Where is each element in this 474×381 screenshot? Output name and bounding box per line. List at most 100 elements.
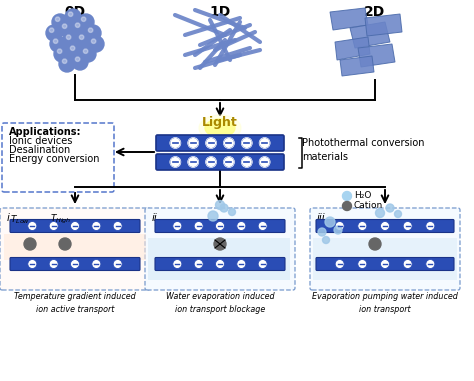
Text: Energy conversion: Energy conversion: [9, 154, 100, 164]
Circle shape: [113, 259, 122, 269]
Circle shape: [173, 221, 182, 231]
Circle shape: [170, 157, 181, 168]
Circle shape: [63, 24, 67, 29]
Circle shape: [381, 221, 390, 231]
Circle shape: [57, 49, 62, 53]
Circle shape: [54, 39, 58, 43]
Circle shape: [67, 43, 83, 59]
FancyBboxPatch shape: [10, 219, 140, 232]
Circle shape: [358, 221, 367, 231]
FancyBboxPatch shape: [156, 154, 284, 170]
Circle shape: [88, 28, 93, 32]
Circle shape: [71, 259, 80, 269]
Circle shape: [241, 138, 252, 149]
Ellipse shape: [205, 119, 235, 137]
Circle shape: [59, 56, 75, 72]
Circle shape: [52, 14, 68, 30]
Text: Ionic devices: Ionic devices: [9, 136, 73, 146]
Circle shape: [216, 259, 225, 269]
Circle shape: [386, 204, 394, 212]
Circle shape: [403, 259, 412, 269]
Circle shape: [259, 138, 270, 149]
Polygon shape: [340, 56, 374, 76]
Polygon shape: [335, 37, 370, 60]
Circle shape: [335, 221, 344, 231]
Polygon shape: [358, 44, 395, 67]
FancyBboxPatch shape: [145, 208, 295, 290]
Circle shape: [237, 259, 246, 269]
Circle shape: [54, 46, 70, 62]
Text: Desalination: Desalination: [9, 145, 70, 155]
Text: ii: ii: [152, 213, 158, 223]
Circle shape: [63, 59, 67, 64]
Polygon shape: [350, 22, 390, 48]
Circle shape: [241, 157, 252, 168]
Text: $T_{High}$: $T_{High}$: [50, 213, 72, 226]
Circle shape: [83, 49, 88, 53]
Text: Photothermal conversion
materials: Photothermal conversion materials: [302, 138, 425, 162]
Circle shape: [79, 35, 84, 40]
Circle shape: [75, 57, 80, 61]
Circle shape: [335, 259, 344, 269]
Circle shape: [113, 221, 122, 231]
Circle shape: [343, 202, 352, 210]
FancyBboxPatch shape: [310, 208, 460, 290]
Circle shape: [220, 204, 228, 212]
Circle shape: [80, 46, 96, 62]
Circle shape: [28, 259, 37, 269]
FancyBboxPatch shape: [156, 135, 284, 151]
Circle shape: [216, 200, 225, 210]
Circle shape: [91, 39, 96, 43]
Circle shape: [194, 259, 203, 269]
Ellipse shape: [199, 115, 241, 141]
Circle shape: [216, 221, 225, 231]
Circle shape: [71, 221, 80, 231]
Circle shape: [85, 25, 101, 41]
Circle shape: [223, 157, 235, 168]
Circle shape: [426, 259, 435, 269]
Circle shape: [63, 32, 79, 48]
FancyBboxPatch shape: [155, 219, 285, 232]
Circle shape: [188, 157, 199, 168]
Text: 1D: 1D: [210, 5, 231, 19]
Circle shape: [214, 238, 226, 250]
Circle shape: [72, 54, 88, 70]
Circle shape: [50, 36, 66, 52]
Circle shape: [65, 9, 81, 25]
FancyBboxPatch shape: [2, 123, 114, 192]
Circle shape: [28, 221, 37, 231]
Bar: [313, 238, 457, 280]
Circle shape: [258, 221, 267, 231]
Circle shape: [24, 238, 36, 250]
Circle shape: [394, 210, 401, 218]
Text: 0D: 0D: [64, 5, 86, 19]
Circle shape: [206, 138, 217, 149]
Circle shape: [188, 138, 199, 149]
Text: $T_{Low}$: $T_{Low}$: [10, 213, 30, 226]
Circle shape: [46, 25, 62, 41]
Circle shape: [59, 21, 75, 37]
Text: 2D: 2D: [365, 5, 386, 19]
Text: Temperature gradient induced
ion active transport: Temperature gradient induced ion active …: [14, 292, 136, 314]
Circle shape: [375, 208, 384, 218]
Circle shape: [59, 238, 71, 250]
Bar: [4, 234, 146, 260]
Circle shape: [259, 157, 270, 168]
Circle shape: [403, 221, 412, 231]
Text: Cation: Cation: [354, 202, 383, 210]
Circle shape: [228, 208, 236, 216]
FancyBboxPatch shape: [316, 258, 454, 271]
Circle shape: [173, 259, 182, 269]
Circle shape: [426, 221, 435, 231]
Circle shape: [369, 238, 381, 250]
Circle shape: [194, 221, 203, 231]
Circle shape: [258, 259, 267, 269]
FancyBboxPatch shape: [10, 258, 140, 271]
Text: Water evaporation induced
ion transport blockage: Water evaporation induced ion transport …: [166, 292, 274, 314]
Text: Light: Light: [202, 116, 238, 129]
Circle shape: [49, 28, 54, 32]
Circle shape: [170, 138, 181, 149]
Circle shape: [49, 259, 58, 269]
Circle shape: [223, 138, 235, 149]
Circle shape: [75, 23, 80, 27]
